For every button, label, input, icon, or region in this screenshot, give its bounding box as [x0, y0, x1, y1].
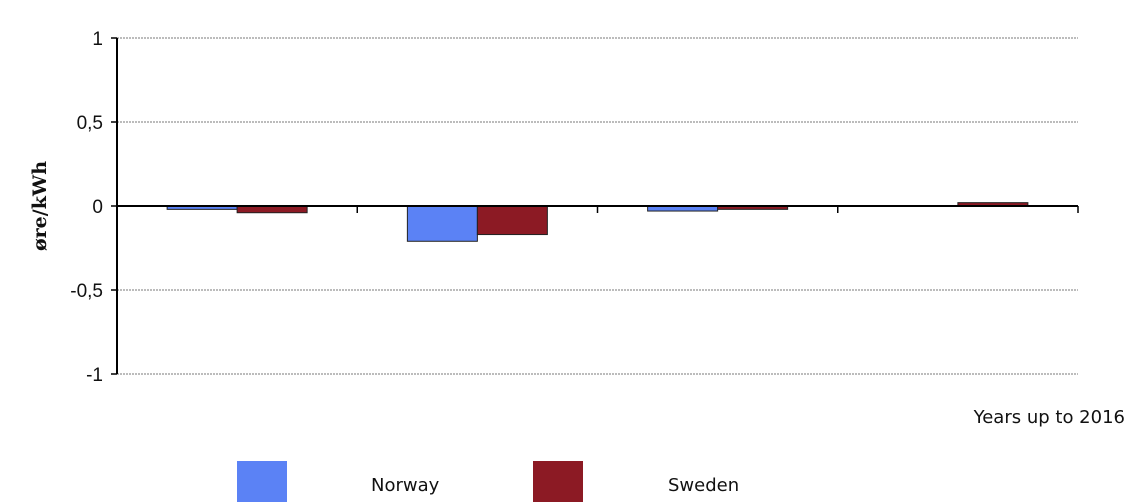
bar-sweden-2 — [476, 205, 548, 236]
bar-norway-2 — [406, 205, 478, 242]
y-tick-label: 1 — [92, 29, 103, 50]
y-tick-label: 0 — [92, 197, 103, 218]
legend-swatch-norway — [237, 461, 287, 502]
y-tick-label: -0,5 — [70, 281, 103, 302]
y-axis-label: øre/kWh — [29, 161, 51, 251]
legend-label-sweden: Sweden — [668, 475, 739, 496]
legend: Norway Sweden — [237, 461, 739, 502]
legend-label-norway: Norway — [371, 475, 440, 496]
legend-swatch-sweden — [533, 461, 583, 502]
gridlines — [117, 37, 1078, 375]
bars — [166, 202, 1029, 242]
x-axis-label: Years up to 2016 — [973, 407, 1125, 428]
y-tick-label: 0,5 — [77, 113, 103, 134]
y-tick-label: -1 — [86, 365, 103, 386]
y-tick-labels: 1 0,5 0 -0,5 -1 — [70, 29, 103, 386]
bar-sweden-1 — [236, 205, 308, 214]
axes — [111, 37, 1079, 375]
